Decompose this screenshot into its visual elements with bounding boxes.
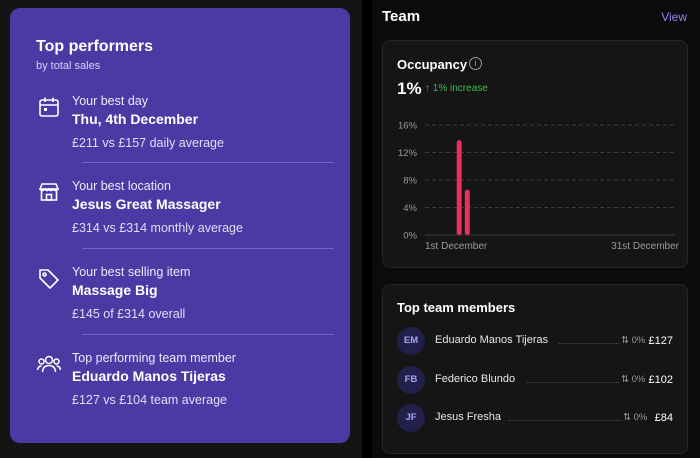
best-day-label: Your best day [72, 94, 148, 108]
sort-arrows-icon: ⇅ [621, 374, 629, 385]
team-member-name: Federico Blundo [435, 373, 516, 385]
team-member-name: Jesus Fresha [435, 411, 502, 423]
arrow-up-icon: ↑ [425, 83, 430, 94]
best-day-comparison: £211 vs £157 daily average [72, 136, 224, 150]
y-tick-label: 12% [398, 148, 418, 159]
y-tick-label: 16% [398, 121, 418, 132]
occupancy-value: 1% [397, 79, 422, 98]
team-member-change: ⇅ 0% [623, 412, 648, 423]
team-member-change: ⇅ 0% [621, 374, 646, 385]
team-member-amount: £127 [648, 335, 673, 347]
left-pane: Top performers by total sales Your best … [0, 0, 362, 458]
top-performers-card: Top performers by total sales Your best … [10, 8, 350, 443]
store-icon [36, 179, 62, 205]
avatar: EM [397, 327, 425, 355]
occupancy-trend-text: 1% increase [432, 83, 488, 94]
divider [82, 248, 334, 249]
team-member-change: ⇅ 0% [621, 335, 646, 346]
team-member-row[interactable]: JF Jesus Fresha ⇅ 0% [397, 404, 677, 432]
y-tick-label: 0% [403, 231, 417, 242]
team-member-amount: £102 [648, 374, 673, 386]
info-icon[interactable]: i [469, 57, 482, 70]
sort-arrows-icon: ⇅ [621, 335, 629, 346]
x-tick-label: 1st December [425, 241, 488, 252]
top-performers-subtitle: by total sales [36, 60, 101, 72]
view-link[interactable]: View [661, 10, 687, 24]
occupancy-trend: ↑ 1% increase [425, 83, 488, 94]
leader-dots [559, 343, 619, 344]
y-tick-label: 4% [403, 203, 417, 214]
leader-dots [527, 382, 619, 383]
best-day-value: Thu, 4th December [72, 111, 199, 127]
x-tick-label: 31st December [611, 241, 679, 252]
occupancy-chart: 16% 12% 8% 4% 0% 1st December 31st December [398, 121, 680, 253]
pane-separator [362, 0, 372, 458]
top-performers-title: Top performers [36, 38, 154, 55]
y-tick-label: 8% [403, 176, 417, 187]
occupancy-title: Occupancy [397, 57, 468, 72]
tag-icon [36, 265, 62, 291]
top-member-comparison: £127 vs £104 team average [72, 393, 227, 407]
leader-dots [509, 420, 621, 421]
sort-arrows-icon: ⇅ [623, 412, 631, 423]
top-team-members-card: Top team members EM Eduardo Manos Tijera… [382, 284, 688, 454]
divider [82, 162, 334, 163]
team-title: Team [382, 8, 421, 25]
team-member-amount: £84 [654, 412, 673, 424]
best-item-label: Your best selling item [72, 265, 191, 279]
occupancy-bar[interactable] [456, 140, 462, 235]
best-location-comparison: £314 vs £314 monthly average [72, 221, 243, 235]
occupancy-card: Occupancy i 1% ↑ 1% increase 16% 12% 8% 4% 0… [382, 40, 688, 268]
top-member-label: Top performing team member [72, 351, 236, 365]
top-member-value: Eduardo Manos Tijeras [72, 368, 226, 384]
best-location-label: Your best location [72, 179, 171, 193]
avatar: JF [397, 404, 425, 432]
team-member-row[interactable]: FB Federico Blundo ⇅ 0% [397, 366, 677, 394]
users-icon [36, 351, 62, 377]
best-item-value: Massage Big [72, 282, 158, 298]
avatar: FB [397, 366, 425, 394]
best-location-value: Jesus Great Massager [72, 196, 221, 212]
calendar-icon [36, 94, 62, 120]
team-member-row[interactable]: EM Eduardo Manos Tijeras ⇅ 0% [397, 327, 677, 355]
occupancy-bar[interactable] [464, 189, 470, 235]
best-item-comparison: £145 of £314 overall [72, 307, 186, 321]
team-member-name: Eduardo Manos Tijeras [435, 334, 549, 346]
right-pane: Team View Occupancy i 1% ↑ 1% increase 1… [372, 0, 700, 458]
divider [82, 334, 334, 335]
top-team-members-title: Top team members [397, 300, 516, 315]
